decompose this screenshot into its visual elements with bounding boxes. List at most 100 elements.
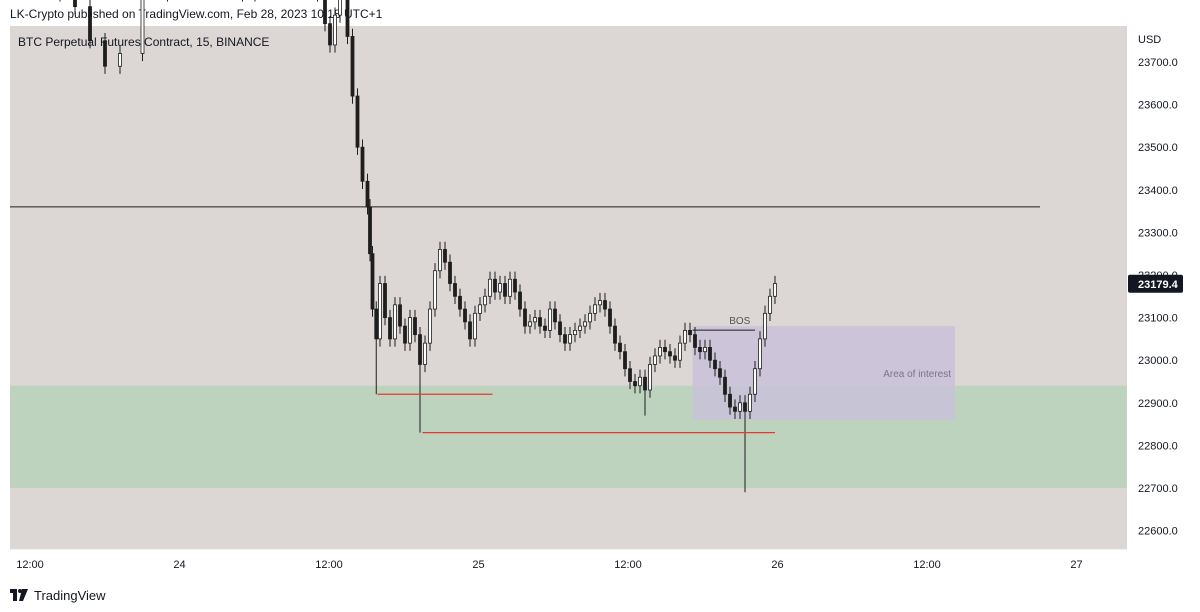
candle-body — [428, 308, 432, 344]
candle-body — [603, 300, 607, 310]
candle-body — [368, 206, 372, 255]
x-tick-label: 27 — [1070, 559, 1082, 571]
candle-body — [140, 0, 145, 54]
candle-body — [408, 317, 412, 344]
candle-body — [418, 334, 422, 365]
red-lines — [377, 393, 775, 434]
y-tick-label: 22600.0 — [1138, 526, 1178, 538]
candle-body — [743, 402, 747, 412]
candle-body — [593, 304, 597, 314]
candle-body — [568, 334, 572, 344]
last-price-tag-background — [1128, 274, 1183, 293]
last-price-tag: 23179.4 — [1128, 274, 1183, 293]
candle-body — [458, 295, 462, 310]
symbol-title: BTC Perpetual Futures Contract, 15, BINA… — [18, 35, 269, 49]
tradingview-logo-icon — [10, 589, 28, 601]
x-tick-label: 25 — [472, 559, 484, 571]
candle-body — [345, 0, 350, 37]
candle-body — [688, 329, 692, 336]
candle-body — [598, 300, 602, 306]
candle-body — [773, 283, 777, 297]
last-price-label: 23179.4 — [1138, 279, 1179, 291]
candle-body — [398, 304, 402, 327]
candle-body — [355, 95, 360, 148]
candle-body — [488, 278, 492, 297]
candle-body — [403, 325, 407, 344]
candle-body — [748, 393, 752, 412]
candle-body — [438, 249, 442, 272]
candle-body — [433, 270, 437, 310]
x-tick-label: 12:00 — [16, 559, 44, 571]
x-tick-label: 26 — [771, 559, 783, 571]
candle-body — [393, 304, 397, 340]
price-axis[interactable]: USD 23700.0 23600.0 23500.0 23400.0 23300.0 2… — [1127, 26, 1200, 549]
x-tick-label: 24 — [173, 559, 185, 571]
candle-body — [558, 321, 562, 336]
candle-body — [588, 312, 592, 323]
candle-body — [423, 342, 427, 365]
y-tick-label: 23300.0 — [1138, 227, 1178, 239]
candle-body — [338, 0, 342, 16]
x-tick-label: 12:00 — [913, 559, 941, 571]
candle-body — [533, 317, 537, 323]
candle-body — [523, 308, 527, 327]
y-tick-label: 23100.0 — [1138, 313, 1178, 325]
candle-body — [365, 180, 370, 208]
candle-body — [443, 249, 447, 263]
candle-body — [638, 376, 642, 387]
candle-body — [623, 351, 627, 370]
demand-zone — [10, 385, 1127, 488]
candle-body — [483, 295, 487, 306]
plot-area[interactable]: BOS Area of interest — [10, 0, 1127, 549]
candle-body — [628, 368, 632, 382]
candle-body — [413, 317, 417, 336]
candle-body — [328, 23, 332, 46]
y-tick-label: 23700.0 — [1138, 57, 1178, 69]
candle-body — [708, 347, 712, 361]
y-tick-label: 23600.0 — [1138, 100, 1178, 112]
candle-body — [643, 376, 647, 391]
candle-body — [498, 283, 502, 293]
candle-body — [323, 0, 327, 25]
candle-body — [608, 308, 612, 327]
candle-body — [738, 402, 742, 412]
area-of-interest-zone — [692, 326, 955, 420]
candle-body — [538, 317, 542, 327]
candle-body — [753, 368, 757, 395]
y-tick-label: 23500.0 — [1138, 142, 1178, 154]
candle-body — [578, 325, 582, 331]
candle-body — [503, 283, 507, 297]
candle-body — [333, 14, 337, 46]
candle-body — [374, 308, 379, 340]
candles — [59, 0, 777, 493]
candle-body — [453, 283, 457, 297]
time-axis[interactable]: 12:00 24 12:00 25 12:00 26 12:00 27 — [10, 548, 1127, 577]
x-tick-labels: 12:00 24 12:00 25 12:00 26 12:00 27 — [16, 559, 1082, 571]
candle-body — [508, 278, 512, 297]
candle-body — [370, 253, 375, 310]
candle-body — [573, 329, 577, 336]
candle-body — [548, 308, 552, 331]
x-tick-label: 12:00 — [614, 559, 642, 571]
candle-body — [383, 283, 387, 318]
candle-body — [678, 342, 682, 361]
candle-body — [758, 338, 762, 370]
candle-body — [468, 321, 472, 340]
y-tick-label: 23400.0 — [1138, 185, 1178, 197]
candle-body — [350, 36, 355, 97]
candle-body — [683, 329, 687, 344]
publisher-line: LK-Crypto published on TradingView.com, … — [10, 7, 383, 21]
candle-body — [713, 359, 717, 370]
candle-body — [653, 355, 657, 365]
y-tick-label: 22800.0 — [1138, 440, 1178, 452]
candle-body — [478, 304, 482, 314]
candle-body — [768, 295, 772, 314]
area-of-interest-label: Area of interest — [883, 369, 951, 380]
candle-body — [448, 261, 452, 284]
candle-body — [703, 347, 707, 353]
footer-brand: TradingView — [34, 587, 106, 603]
candle-body — [723, 376, 727, 395]
candle-body — [513, 278, 517, 293]
candle-body — [673, 355, 677, 361]
